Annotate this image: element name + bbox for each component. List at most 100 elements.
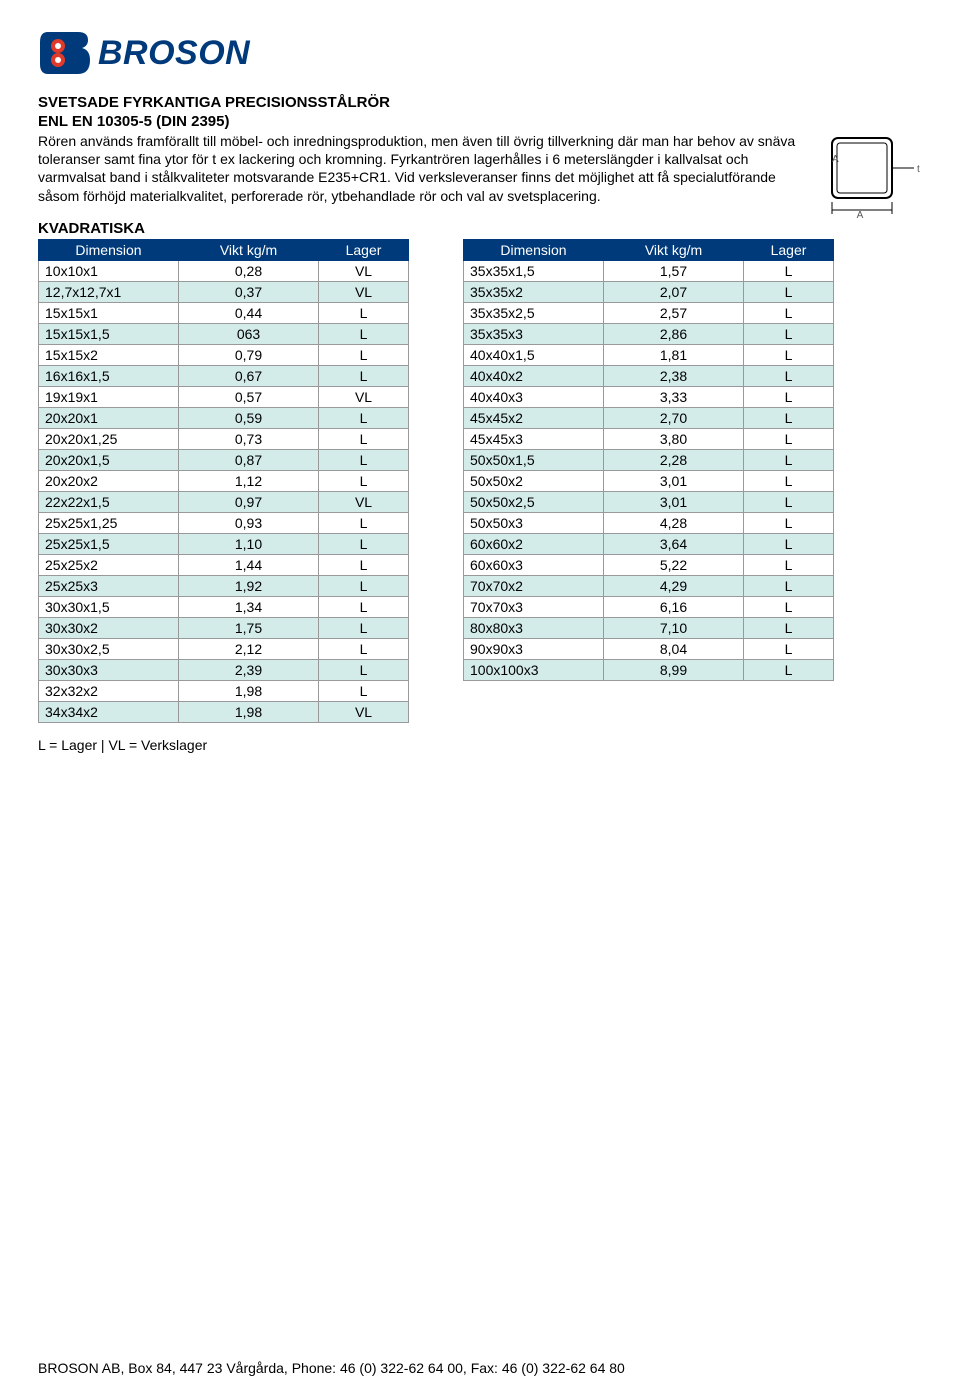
- table-row: 10x10x10,28VL: [39, 261, 409, 282]
- cell-lager: L: [319, 303, 409, 324]
- cell-dimension: 15x15x2: [39, 345, 179, 366]
- cell-vikt: 0,87: [179, 450, 319, 471]
- cell-dimension: 60x60x3: [464, 555, 604, 576]
- cell-lager: L: [319, 345, 409, 366]
- cell-vikt: 1,75: [179, 618, 319, 639]
- table-row: 25x25x1,250,93L: [39, 513, 409, 534]
- cell-lager: L: [744, 324, 834, 345]
- cell-lager: L: [744, 660, 834, 681]
- table-row: 12,7x12,7x10,37VL: [39, 282, 409, 303]
- table-row: 20x20x21,12L: [39, 471, 409, 492]
- table-row: 15x15x20,79L: [39, 345, 409, 366]
- table-row: 40x40x22,38L: [464, 366, 834, 387]
- cell-dimension: 20x20x1: [39, 408, 179, 429]
- cell-vikt: 2,07: [604, 282, 744, 303]
- cell-dimension: 16x16x1,5: [39, 366, 179, 387]
- table-row: 45x45x22,70L: [464, 408, 834, 429]
- cell-vikt: 3,64: [604, 534, 744, 555]
- cell-lager: L: [744, 597, 834, 618]
- cell-vikt: 5,22: [604, 555, 744, 576]
- cell-dimension: 30x30x2,5: [39, 639, 179, 660]
- table-row: 16x16x1,50,67L: [39, 366, 409, 387]
- cell-lager: L: [319, 513, 409, 534]
- cell-dimension: 60x60x2: [464, 534, 604, 555]
- cell-dimension: 30x30x2: [39, 618, 179, 639]
- cell-lager: L: [319, 618, 409, 639]
- cell-dimension: 12,7x12,7x1: [39, 282, 179, 303]
- cell-lager: L: [744, 513, 834, 534]
- cell-dimension: 45x45x2: [464, 408, 604, 429]
- col-vikt: Vikt kg/m: [604, 240, 744, 261]
- table-row: 90x90x38,04L: [464, 639, 834, 660]
- cell-lager: L: [744, 408, 834, 429]
- cell-lager: L: [319, 471, 409, 492]
- table-row: 25x25x1,51,10L: [39, 534, 409, 555]
- table-left: Dimension Vikt kg/m Lager 10x10x10,28VL1…: [38, 239, 409, 723]
- cell-lager: L: [319, 534, 409, 555]
- table-row: 50x50x34,28L: [464, 513, 834, 534]
- cell-dimension: 30x30x3: [39, 660, 179, 681]
- cell-lager: L: [319, 681, 409, 702]
- cell-dimension: 50x50x3: [464, 513, 604, 534]
- page-subtitle: ENL EN 10305-5 (DIN 2395): [38, 113, 922, 130]
- cell-lager: L: [744, 387, 834, 408]
- table-row: 20x20x1,50,87L: [39, 450, 409, 471]
- table-row: 60x60x23,64L: [464, 534, 834, 555]
- cell-dimension: 70x70x2: [464, 576, 604, 597]
- cell-lager: L: [744, 345, 834, 366]
- cell-lager: VL: [319, 282, 409, 303]
- cell-dimension: 70x70x3: [464, 597, 604, 618]
- cell-lager: L: [319, 555, 409, 576]
- col-dimension: Dimension: [464, 240, 604, 261]
- cell-dimension: 30x30x1,5: [39, 597, 179, 618]
- cell-lager: L: [319, 429, 409, 450]
- cell-vikt: 1,44: [179, 555, 319, 576]
- cell-vikt: 2,28: [604, 450, 744, 471]
- cell-vikt: 7,10: [604, 618, 744, 639]
- cell-dimension: 35x35x2: [464, 282, 604, 303]
- table-row: 25x25x21,44L: [39, 555, 409, 576]
- cell-vikt: 1,98: [179, 681, 319, 702]
- table-row: 35x35x22,07L: [464, 282, 834, 303]
- cell-lager: L: [319, 639, 409, 660]
- svg-text:A: A: [857, 210, 864, 220]
- table-row: 70x70x24,29L: [464, 576, 834, 597]
- cell-lager: L: [319, 660, 409, 681]
- col-lager: Lager: [319, 240, 409, 261]
- cell-dimension: 10x10x1: [39, 261, 179, 282]
- col-vikt: Vikt kg/m: [179, 240, 319, 261]
- cell-vikt: 2,12: [179, 639, 319, 660]
- footer-text: BROSON AB, Box 84, 447 23 Vårgårda, Phon…: [38, 1360, 625, 1376]
- cell-dimension: 32x32x2: [39, 681, 179, 702]
- svg-text:t: t: [917, 164, 920, 175]
- cell-lager: L: [744, 261, 834, 282]
- cell-lager: VL: [319, 492, 409, 513]
- cell-vikt: 3,01: [604, 471, 744, 492]
- table-row: 32x32x21,98L: [39, 681, 409, 702]
- cell-lager: L: [319, 450, 409, 471]
- cell-dimension: 25x25x1,25: [39, 513, 179, 534]
- page-title: SVETSADE FYRKANTIGA PRECISIONSSTÅLRÖR: [38, 94, 922, 111]
- cell-dimension: 35x35x3: [464, 324, 604, 345]
- cell-lager: L: [319, 597, 409, 618]
- table-row: 34x34x21,98VL: [39, 702, 409, 723]
- cell-dimension: 25x25x1,5: [39, 534, 179, 555]
- cell-dimension: 40x40x3: [464, 387, 604, 408]
- cell-vikt: 2,70: [604, 408, 744, 429]
- cell-vikt: 1,92: [179, 576, 319, 597]
- cell-dimension: 90x90x3: [464, 639, 604, 660]
- table-row: 70x70x36,16L: [464, 597, 834, 618]
- cell-vikt: 0,79: [179, 345, 319, 366]
- cell-vikt: 4,29: [604, 576, 744, 597]
- cell-lager: L: [319, 324, 409, 345]
- table-row: 30x30x2,52,12L: [39, 639, 409, 660]
- table-right: Dimension Vikt kg/m Lager 35x35x1,51,57L…: [463, 239, 834, 681]
- cell-dimension: 25x25x2: [39, 555, 179, 576]
- cell-lager: L: [744, 492, 834, 513]
- table-row: 40x40x1,51,81L: [464, 345, 834, 366]
- cell-lager: L: [744, 282, 834, 303]
- cell-lager: L: [744, 576, 834, 597]
- table-row: 30x30x32,39L: [39, 660, 409, 681]
- cell-vikt: 0,28: [179, 261, 319, 282]
- cell-lager: L: [744, 618, 834, 639]
